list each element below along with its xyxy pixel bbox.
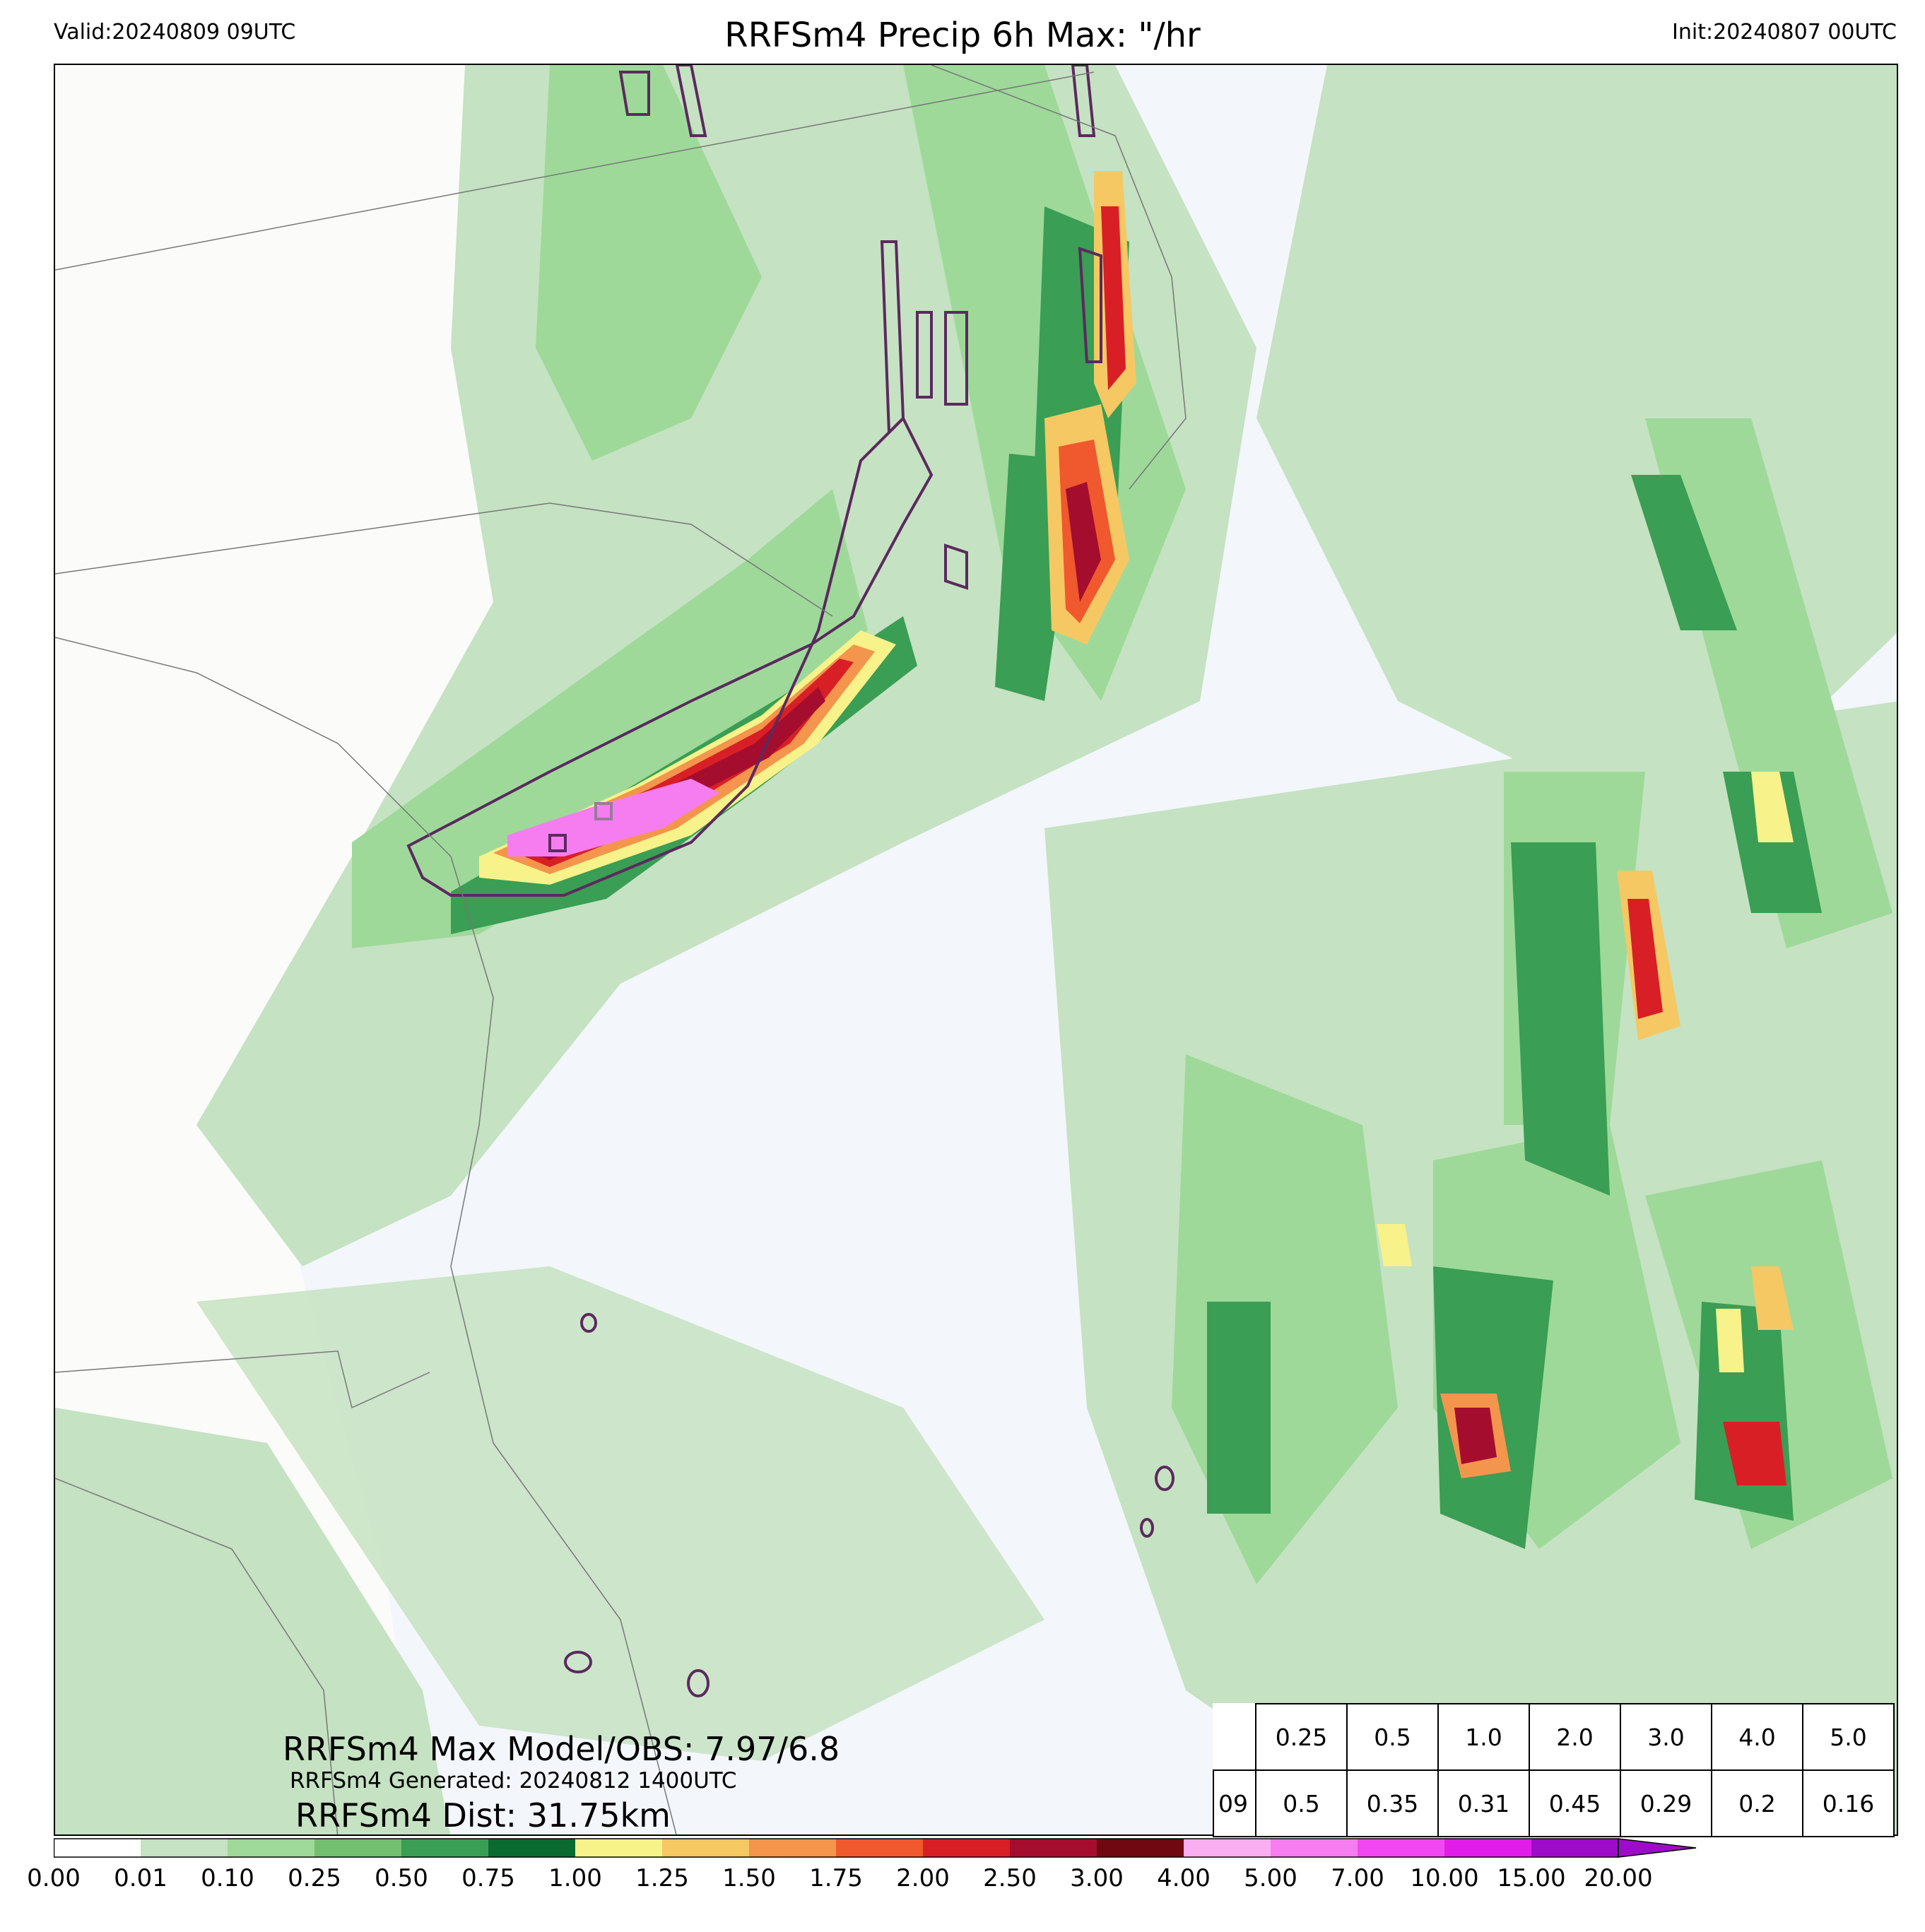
colorbar-tick-label: 20.00 xyxy=(1584,1864,1653,1892)
colorbar-tick-label: 4.00 xyxy=(1157,1864,1211,1892)
colorbar-tick-label: 0.50 xyxy=(375,1864,428,1892)
threshold-stats-table: 0.25 0.5 1.0 2.0 3.0 4.0 5.0 09 0.5 0.35… xyxy=(1213,1703,1895,1837)
colorbar-tick-label: 0.01 xyxy=(114,1864,167,1892)
value-cell: 0.45 xyxy=(1529,1769,1621,1837)
colorbar-segment xyxy=(1271,1839,1358,1857)
colorbar-tick-label: 2.00 xyxy=(896,1864,950,1892)
colorbar-tick-label: 0.00 xyxy=(27,1864,81,1892)
threshold-cell: 5.0 xyxy=(1802,1703,1895,1771)
colorbar-segment xyxy=(662,1839,749,1857)
colorbar-tick-label: 0.25 xyxy=(288,1864,341,1892)
colorbar-segment xyxy=(1010,1839,1097,1857)
map-canvas xyxy=(55,65,1897,1834)
colorbar-extend-arrow xyxy=(1618,1838,1697,1858)
colorbar-segment xyxy=(1531,1839,1618,1857)
colorbar-tick-label: 1.25 xyxy=(635,1864,689,1892)
colorbar-tick-label: 1.75 xyxy=(809,1864,863,1892)
threshold-cell: 4.0 xyxy=(1711,1703,1803,1771)
value-cell: 0.31 xyxy=(1437,1769,1530,1837)
colorbar-tick-label: 1.00 xyxy=(548,1864,602,1892)
colorbar-segment xyxy=(923,1839,1010,1857)
colorbar-segment xyxy=(1097,1839,1184,1857)
threshold-cell: 2.0 xyxy=(1529,1703,1621,1771)
generated-label: RRFSm4 Generated: 20240812 1400UTC xyxy=(290,1768,737,1793)
colorbar-segment xyxy=(749,1839,836,1857)
corner-cell xyxy=(1213,1704,1256,1771)
colorbar-segment xyxy=(575,1839,662,1857)
threshold-cell: 0.25 xyxy=(1255,1703,1348,1771)
colorbar-tick-label: 7.00 xyxy=(1331,1864,1384,1892)
colorbar-tick-label: 5.00 xyxy=(1244,1864,1297,1892)
colorbar-segment xyxy=(54,1839,141,1857)
threshold-cell: 1.0 xyxy=(1437,1703,1530,1771)
colorbar-segment xyxy=(1358,1839,1444,1857)
colorbar-outline xyxy=(54,1838,1619,1858)
value-cell: 0.29 xyxy=(1620,1769,1712,1837)
precip-map xyxy=(54,64,1898,1836)
colorbar-tick-label: 0.75 xyxy=(461,1864,515,1892)
threshold-row: 0.25 0.5 1.0 2.0 3.0 4.0 5.0 xyxy=(1213,1703,1895,1771)
colorbar-segment xyxy=(836,1839,923,1857)
obs-station-markers xyxy=(548,802,613,852)
colorbar-tick-label: 10.00 xyxy=(1410,1864,1479,1892)
threshold-cell: 0.5 xyxy=(1346,1703,1439,1771)
colorbar-segment xyxy=(401,1839,488,1857)
precip-intense-band xyxy=(479,630,896,885)
value-cell: 0.35 xyxy=(1346,1769,1439,1837)
colorbar-segment xyxy=(314,1839,401,1857)
threshold-cell: 3.0 xyxy=(1620,1703,1712,1771)
colorbar-segment xyxy=(141,1839,228,1857)
obs-contours xyxy=(406,65,1175,1697)
colorbar-segment xyxy=(228,1839,314,1857)
colorbar-segment xyxy=(488,1839,575,1857)
colorbar-tick-label: 2.50 xyxy=(983,1864,1037,1892)
valid-time: Valid:20240809 09UTC xyxy=(54,20,296,45)
init-time: Init:20240807 00UTC xyxy=(1672,20,1897,45)
colorbar-tick-label: 15.00 xyxy=(1497,1864,1566,1892)
precip-northern-cell xyxy=(1044,171,1794,1485)
colorbar-tick-label: 1.50 xyxy=(722,1864,776,1892)
value-cell: 0.16 xyxy=(1802,1769,1895,1837)
colorbar-segment xyxy=(1444,1839,1531,1857)
colorbar-tick-label: 0.10 xyxy=(201,1864,254,1892)
colorbar xyxy=(54,1838,1697,1858)
chart-title: RRFSm4 Precip 6h Max: "/hr xyxy=(724,16,1201,55)
distance-label: RRFSm4 Dist: 31.75km xyxy=(295,1796,671,1834)
colorbar-tick-label: 3.00 xyxy=(1070,1864,1124,1892)
value-cell: 0.5 xyxy=(1255,1769,1348,1837)
value-row: 09 0.5 0.35 0.31 0.45 0.29 0.2 0.16 xyxy=(1213,1769,1895,1837)
value-cell: 0.2 xyxy=(1711,1769,1803,1837)
max-model-obs-label: RRFSm4 Max Model/OBS: 7.97/6.8 xyxy=(283,1730,840,1768)
colorbar-segment xyxy=(1184,1839,1271,1857)
state-borders xyxy=(55,65,1187,1834)
row-label: 09 xyxy=(1213,1769,1256,1837)
